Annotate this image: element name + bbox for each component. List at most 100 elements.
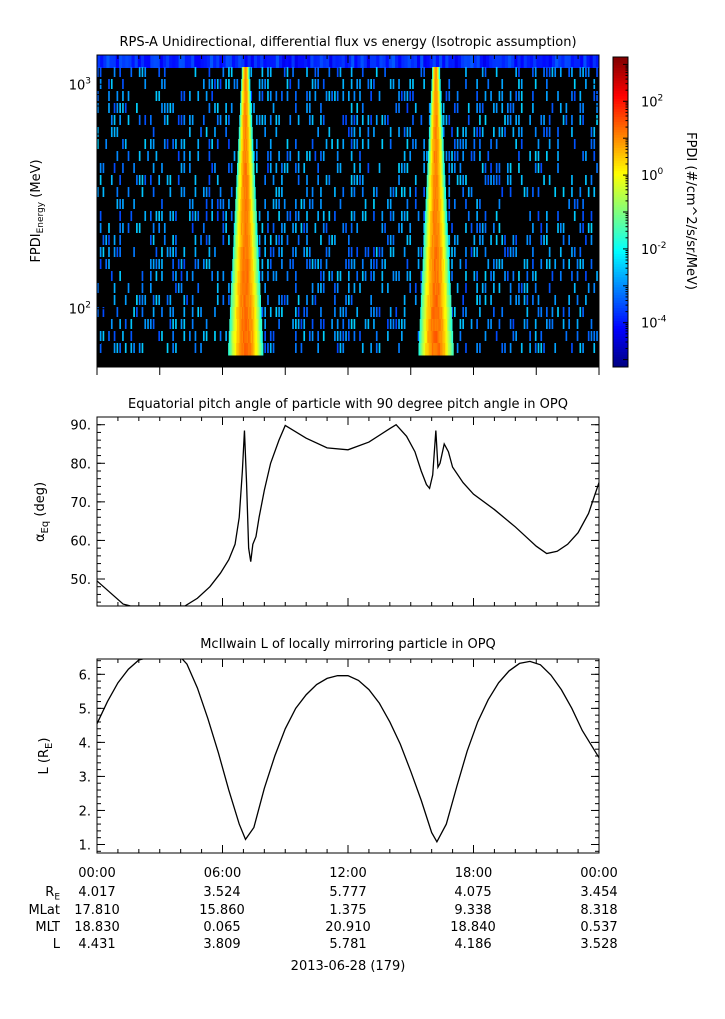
colorbar-segment <box>613 255 628 259</box>
heatmap-cell <box>540 331 543 341</box>
heatmap-cell <box>158 223 161 233</box>
heatmap-cell <box>596 331 598 341</box>
colorbar-segment <box>613 72 628 76</box>
colorbar-tick-label: 10-2 <box>641 241 667 258</box>
heatmap-cell <box>518 151 520 161</box>
heatmap-cell <box>427 223 429 236</box>
heatmap-cell <box>571 67 573 77</box>
heatmap-cell <box>587 187 590 197</box>
heatmap-cell <box>473 235 476 245</box>
heatmap-cell <box>255 163 258 173</box>
heatmap-cell <box>144 211 147 221</box>
heatmap-cell <box>306 187 308 197</box>
heatmap-cell <box>448 331 451 344</box>
heatmap-cell <box>440 259 443 272</box>
heatmap-cell <box>484 175 487 185</box>
heatmap-cell <box>433 259 436 272</box>
heatmap-cell <box>430 199 432 212</box>
heatmap-cell <box>438 331 441 344</box>
heatmap-cell <box>119 175 121 185</box>
heatmap-cell <box>431 343 434 356</box>
y-tick-label: 50. <box>70 573 91 588</box>
heatmap-cell <box>216 295 219 305</box>
heatmap-cell <box>495 235 498 245</box>
heatmap-cell <box>191 223 194 233</box>
heatmap-cell <box>248 139 250 152</box>
heatmap-cell <box>446 271 449 284</box>
heatmap-cell <box>253 247 255 260</box>
heatmap-cell <box>432 151 434 164</box>
heatmap-cell <box>250 127 252 140</box>
heatmap-cell <box>356 103 359 113</box>
colorbar-segment <box>613 119 628 123</box>
heatmap-cell <box>509 115 512 125</box>
heatmap-cell <box>520 103 523 113</box>
ephemeris-label-mlat: MLat <box>28 903 60 918</box>
colorbar-segment <box>613 248 628 252</box>
heatmap-cell <box>245 307 248 320</box>
spectrogram-title: RPS-A Unidirectional, differential flux … <box>119 35 576 50</box>
heatmap-cell <box>548 127 551 137</box>
ephemeris-cell: 20.910 <box>325 920 371 935</box>
colorbar-segment <box>613 199 628 203</box>
heatmap-cell <box>122 139 124 149</box>
heatmap-cell <box>175 283 177 293</box>
heatmap-cell <box>557 151 559 161</box>
heatmap-cell <box>239 283 242 296</box>
colorbar-segment <box>613 103 628 107</box>
heatmap-cell <box>345 295 347 305</box>
y-tick-label: 102 <box>69 301 91 318</box>
heatmap-cell <box>551 319 554 329</box>
heatmap-cell <box>229 343 232 356</box>
heatmap-cell <box>440 91 442 104</box>
heatmap-cell <box>453 139 456 149</box>
heatmap-cell <box>361 259 364 269</box>
heatmap-cell <box>317 175 319 185</box>
heatmap-cell <box>255 223 257 236</box>
heatmap-cell <box>183 115 186 125</box>
heatmap-cell <box>427 307 430 320</box>
heatmap-cell <box>520 127 523 137</box>
heatmap-cell <box>216 55 220 68</box>
heatmap-cell <box>392 271 395 281</box>
heatmap-cell <box>441 115 443 128</box>
colorbar-segment <box>613 183 628 187</box>
heatmap-cell <box>248 211 250 224</box>
colorbar-segment <box>613 137 628 141</box>
heatmap-cell <box>251 271 254 284</box>
heatmap-cell <box>440 247 443 260</box>
heatmap-cell <box>155 259 158 269</box>
heatmap-cell <box>439 199 442 212</box>
heatmap-cell <box>423 223 425 233</box>
heatmap-cell <box>334 91 336 101</box>
heatmap-cell <box>370 295 372 305</box>
heatmap-cell <box>509 163 512 173</box>
heatmap-cell <box>116 199 119 209</box>
heatmap-cell <box>576 319 579 329</box>
heatmap-cell <box>281 247 283 257</box>
heatmap-cell <box>350 103 353 113</box>
heatmap-cell <box>427 199 429 212</box>
heatmap-cell <box>341 55 346 68</box>
heatmap-cell <box>138 223 141 233</box>
heatmap-cell <box>194 235 197 245</box>
heatmap-cell <box>359 331 361 341</box>
ephemeris-cell: 18.840 <box>450 920 496 935</box>
heatmap-cell <box>234 343 237 356</box>
heatmap-cell <box>243 139 245 152</box>
heatmap-cell <box>514 55 518 68</box>
heatmap-cell <box>311 187 314 197</box>
heatmap-cell <box>295 307 297 317</box>
colorbar-segment <box>613 85 628 89</box>
heatmap-cell <box>260 331 263 344</box>
colorbar-segment <box>613 279 628 283</box>
heatmap-cell <box>429 271 432 284</box>
heatmap-cell <box>306 151 308 161</box>
heatmap-cell <box>339 271 342 281</box>
heatmap-cell <box>417 331 420 341</box>
heatmap-cell <box>448 187 451 197</box>
heatmap-cell <box>350 175 353 185</box>
heatmap-cell <box>369 55 374 68</box>
heatmap-cell <box>320 283 322 293</box>
heatmap-cell <box>434 235 436 248</box>
